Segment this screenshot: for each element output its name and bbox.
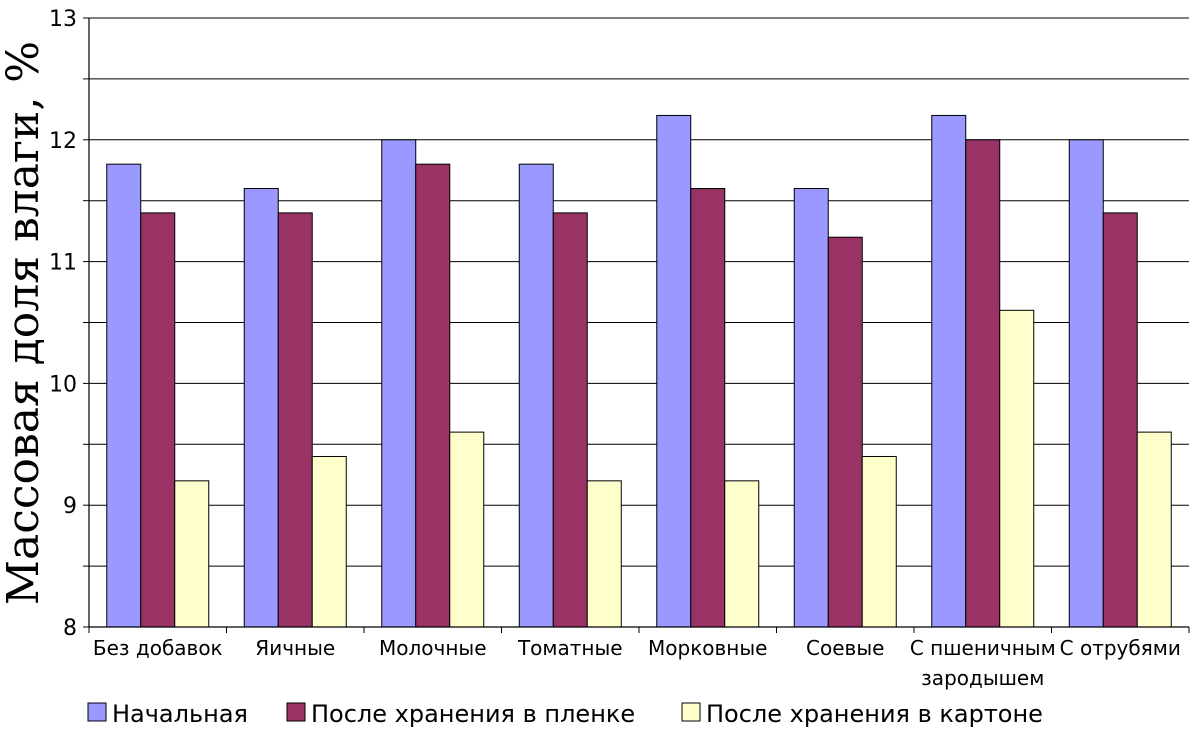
x-tick-label: С пшеничным	[910, 636, 1056, 660]
bar	[656, 114, 692, 628]
bar	[518, 163, 554, 628]
x-tick-label: Без добавок	[93, 636, 223, 660]
x-tick-label: Яичные	[255, 636, 335, 660]
x-tick-label: Соевые	[806, 636, 884, 660]
bar	[827, 236, 863, 628]
bar	[106, 163, 142, 628]
bar	[999, 309, 1035, 628]
legend: Начальная После хранения в пленке После хр…	[87, 700, 1043, 728]
bar	[724, 480, 760, 628]
bar	[243, 188, 279, 628]
bar	[586, 480, 622, 628]
legend-swatch	[681, 702, 701, 722]
bar	[1102, 212, 1138, 628]
bar	[311, 455, 347, 628]
y-tick-label: 9	[63, 494, 77, 519]
bar	[381, 139, 417, 628]
y-tick-label: 13	[49, 7, 77, 32]
bar	[449, 431, 485, 628]
legend-swatch	[286, 702, 306, 722]
bar	[861, 455, 897, 628]
x-tick-label: С отрубями	[1060, 636, 1181, 660]
bars	[106, 114, 1172, 628]
bar	[415, 163, 451, 628]
y-tick-label: 12	[49, 129, 77, 154]
bar	[965, 139, 1001, 628]
legend-label: После хранения в картоне	[706, 700, 1043, 728]
x-tick-label: Морковные	[648, 636, 767, 660]
bar	[140, 212, 176, 628]
bar	[793, 188, 829, 628]
bar	[931, 114, 967, 628]
bar	[277, 212, 313, 628]
y-tick-label: 11	[49, 251, 77, 276]
bar	[1136, 431, 1172, 628]
x-tick-label: Томатные	[517, 636, 623, 660]
bar	[690, 188, 726, 628]
legend-label: Начальная	[112, 700, 248, 728]
y-tick-labels: 8 9 10 11 12 13	[49, 7, 77, 641]
x-tick-label: зародышем	[921, 666, 1044, 690]
y-tick-label: 8	[63, 616, 77, 641]
bar	[552, 212, 588, 628]
y-axis-label: Массовая доля влаги, %	[0, 41, 49, 605]
x-tick-labels: Без добавок Яичные Молочные Томатные Морковн…	[93, 636, 1181, 690]
bar	[174, 480, 210, 628]
y-tick-label: 10	[49, 372, 77, 397]
legend-label: После хранения в пленке	[311, 700, 635, 728]
bar	[1068, 139, 1104, 628]
x-tick-label: Молочные	[379, 636, 487, 660]
axes	[83, 17, 1190, 633]
legend-swatch	[87, 702, 107, 722]
